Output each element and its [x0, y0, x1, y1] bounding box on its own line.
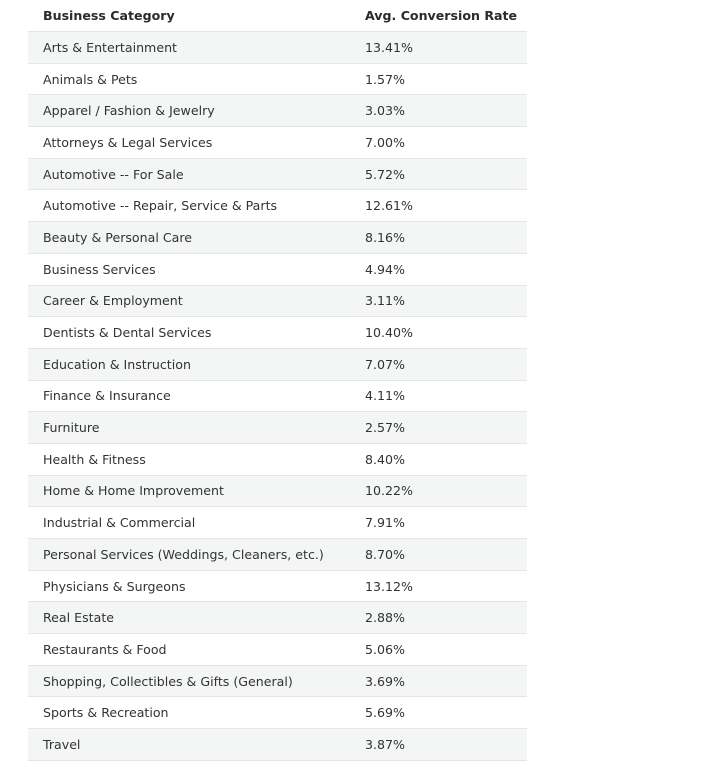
table-row: Beauty & Personal Care 8.16% [28, 221, 527, 254]
table-row: Furniture 2.57% [28, 411, 527, 444]
table-row: Real Estate 2.88% [28, 601, 527, 634]
table-row: Apparel / Fashion & Jewelry 3.03% [28, 94, 527, 127]
category-cell: Health & Fitness [28, 442, 350, 476]
conversion-rate-cell: 8.40% [350, 442, 527, 476]
conversion-rate-cell: 3.03% [350, 94, 527, 127]
table-row: Education & Instruction 7.07% [28, 347, 527, 381]
conversion-rate-cell: 7.00% [350, 126, 527, 159]
conversion-rate-table: Business Category Avg. Conversion Rate A… [28, 0, 527, 761]
category-cell: Finance & Insurance [28, 379, 350, 412]
table-row: Industrial & Commercial 7.91% [28, 506, 527, 539]
conversion-rate-cell: 3.87% [350, 728, 527, 761]
table-row: Animals & Pets 1.57% [28, 62, 527, 95]
conversion-rate-cell: 4.94% [350, 252, 527, 285]
table-row: Restaurants & Food 5.06% [28, 633, 527, 666]
category-cell: Education & Instruction [28, 347, 350, 381]
category-cell: Dentists & Dental Services [28, 316, 350, 349]
conversion-rate-cell: 2.57% [350, 411, 527, 444]
category-cell: Real Estate [28, 601, 350, 634]
table-row: Health & Fitness 8.40% [28, 442, 527, 476]
table-row: Home & Home Improvement 10.22% [28, 474, 527, 507]
conversion-rate-cell: 3.69% [350, 664, 527, 697]
table-row: Physicians & Surgeons 13.12% [28, 569, 527, 602]
table-row: Personal Services (Weddings, Cleaners, e… [28, 538, 527, 571]
conversion-rate-cell: 8.70% [350, 538, 527, 571]
category-cell: Sports & Recreation [28, 696, 350, 729]
conversion-rate-cell: 5.72% [350, 157, 527, 190]
table-row: Business Services 4.94% [28, 252, 527, 285]
category-cell: Furniture [28, 411, 350, 444]
table-row: Automotive -- For Sale 5.72% [28, 157, 527, 190]
conversion-rate-cell: 13.12% [350, 569, 527, 602]
header-business-category: Business Category [43, 8, 175, 23]
category-cell: Shopping, Collectibles & Gifts (General) [28, 664, 350, 697]
conversion-rate-cell: 2.88% [350, 601, 527, 634]
category-cell: Personal Services (Weddings, Cleaners, e… [28, 538, 350, 571]
category-cell: Business Services [28, 252, 350, 285]
category-cell: Automotive -- Repair, Service & Parts [28, 189, 350, 222]
category-cell: Apparel / Fashion & Jewelry [28, 94, 350, 127]
category-cell: Arts & Entertainment [28, 31, 350, 64]
category-cell: Home & Home Improvement [28, 474, 350, 507]
table-header-row: Business Category Avg. Conversion Rate [28, 0, 527, 32]
table-row: Automotive -- Repair, Service & Parts 12.… [28, 189, 527, 222]
category-cell: Restaurants & Food [28, 633, 350, 666]
category-cell: Industrial & Commercial [28, 506, 350, 539]
category-cell: Travel [28, 728, 350, 761]
conversion-rate-cell: 10.40% [350, 316, 527, 349]
category-cell: Physicians & Surgeons [28, 569, 350, 602]
table-row: Shopping, Collectibles & Gifts (General)… [28, 664, 527, 697]
category-cell: Animals & Pets [28, 62, 350, 95]
header-avg-conversion-rate: Avg. Conversion Rate [365, 8, 518, 23]
category-cell: Career & Employment [28, 284, 350, 317]
table-row: Attorneys & Legal Services 7.00% [28, 126, 527, 159]
table-row: Career & Employment 3.11% [28, 284, 527, 317]
category-cell: Attorneys & Legal Services [28, 126, 350, 159]
table-row: Dentists & Dental Services 10.40% [28, 316, 527, 349]
category-cell: Automotive -- For Sale [28, 157, 350, 190]
conversion-rate-cell: 7.07% [350, 347, 527, 381]
conversion-rate-cell: 4.11% [350, 379, 527, 412]
conversion-rate-cell: 12.61% [350, 189, 527, 222]
conversion-rate-cell: 7.91% [350, 506, 527, 539]
conversion-rate-cell: 8.16% [350, 221, 527, 254]
conversion-rate-cell: 5.69% [350, 696, 527, 729]
table-row: Arts & Entertainment 13.41% [28, 31, 527, 64]
table-row: Sports & Recreation 5.69% [28, 696, 527, 729]
table-row: Finance & Insurance 4.11% [28, 379, 527, 412]
conversion-rate-cell: 3.11% [350, 284, 527, 317]
category-cell: Beauty & Personal Care [28, 221, 350, 254]
conversion-rate-cell: 10.22% [350, 474, 527, 507]
table-row: Travel 3.87% [28, 728, 527, 761]
conversion-rate-cell: 5.06% [350, 633, 527, 666]
conversion-rate-cell: 1.57% [350, 62, 527, 95]
conversion-rate-cell: 13.41% [350, 31, 527, 64]
